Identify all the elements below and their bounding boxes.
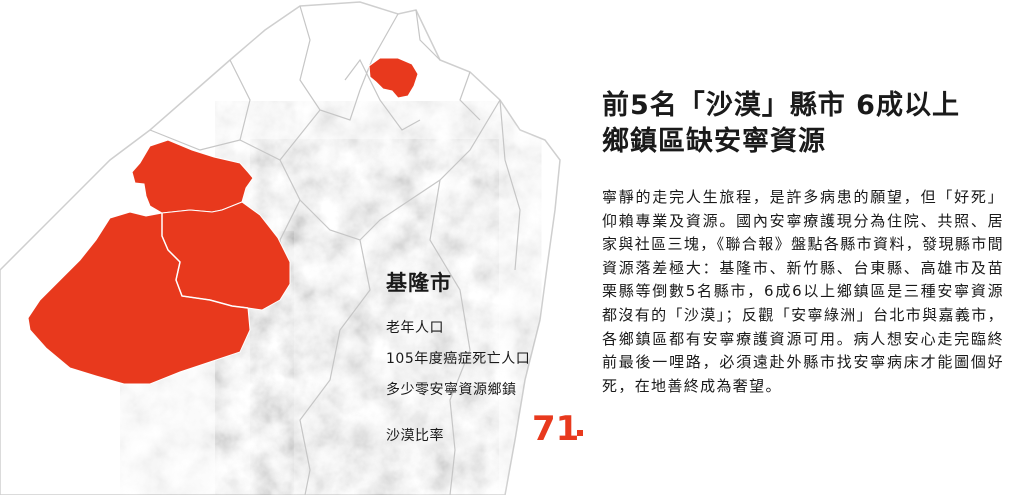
headline-line-1: 前5名「沙漠」縣市 6成以上 <box>602 90 960 121</box>
article: 前5名「沙漠」縣市 6成以上 鄉鎮區缺安寧資源 寧靜的走完人生旅程，是許多病患的… <box>602 88 1010 398</box>
desert-rate-decimal-dot <box>577 430 583 436</box>
elderly-label: 老年人口 <box>386 320 444 336</box>
info-panel: 基隆市 老年人口 105年度癌症死亡人口 多少零安寧資源鄉鎮 沙漠比率 71 <box>386 270 596 447</box>
article-body: 寧靜的走完人生旅程，是許多病患的願望，但「好死」仰賴專業及資源。國內安寧療護現分… <box>602 188 1004 395</box>
region-keelung[interactable] <box>368 57 419 99</box>
headline-line-2: 鄉鎮區缺安寧資源 <box>602 126 826 157</box>
headline: 前5名「沙漠」縣市 6成以上 鄉鎮區缺安寧資源 <box>602 88 1010 160</box>
desert-rate-value: 71 <box>532 409 580 449</box>
zero-resource-towns-label: 多少零安寧資源鄉鎮 <box>386 382 517 398</box>
county-name: 基隆市 <box>386 271 452 295</box>
cancer-deaths-label: 105年度癌症死亡人口 <box>386 351 531 367</box>
region-divider <box>161 213 249 309</box>
desert-rate-label: 沙漠比率 <box>386 428 444 444</box>
